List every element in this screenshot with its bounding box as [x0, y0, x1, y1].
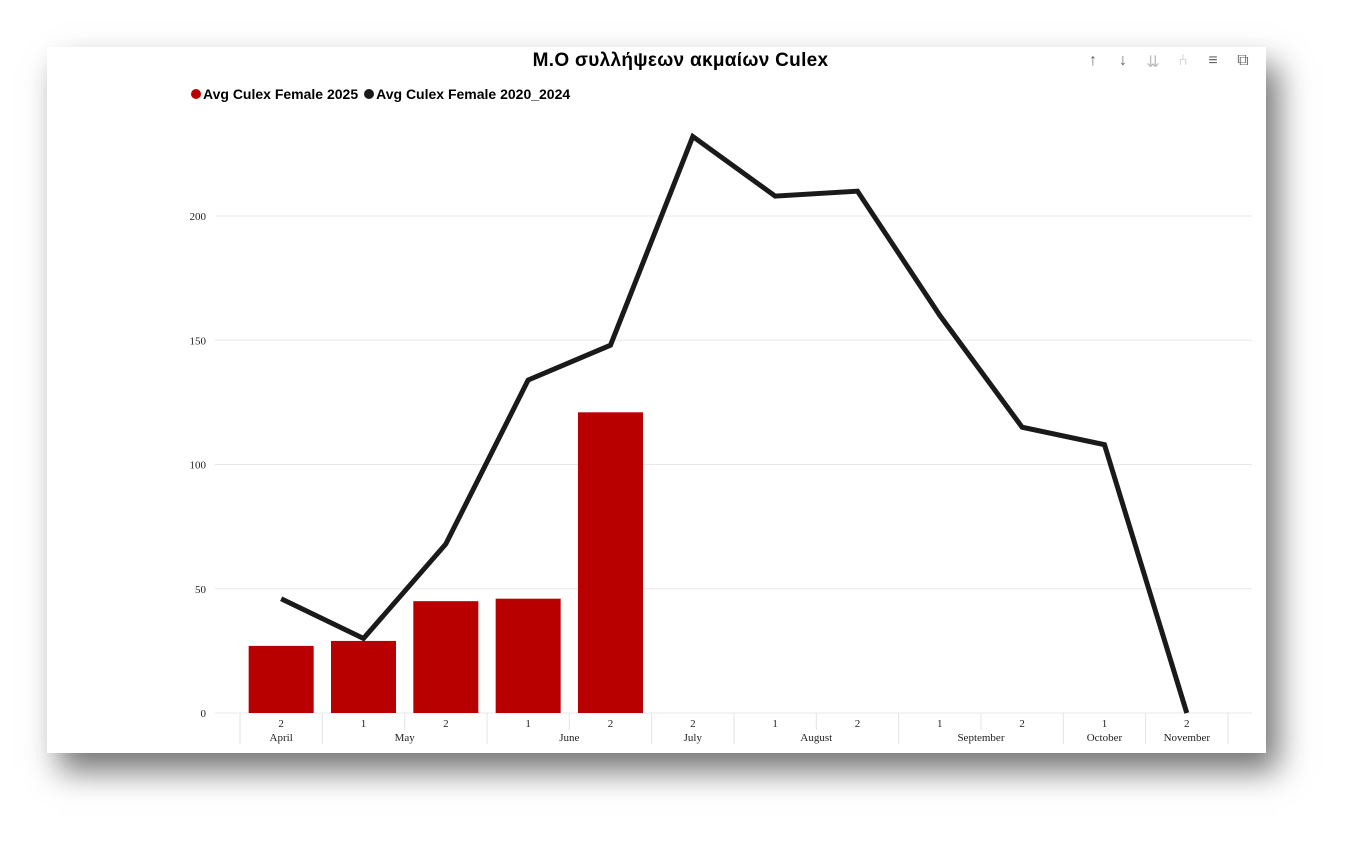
- x-tick-week: 2: [1184, 718, 1190, 730]
- y-tick-label: 50: [195, 584, 207, 596]
- legend-item-2025[interactable]: Avg Culex Female 2025: [191, 86, 358, 102]
- y-tick-label: 200: [190, 211, 207, 223]
- legend: Avg Culex Female 2025 Avg Culex Female 2…: [191, 86, 570, 102]
- drill-icon[interactable]: ⑃: [1178, 52, 1188, 69]
- x-tick-month: May: [395, 732, 416, 744]
- arrow-down-icon[interactable]: ↓: [1119, 52, 1127, 69]
- x-tick-month: April: [270, 732, 293, 744]
- chart-title: Μ.Ο συλλήψεων ακμαίων Culex: [532, 50, 829, 71]
- legend-label: Avg Culex Female 2025: [203, 86, 359, 102]
- x-tick-month: August: [800, 732, 832, 744]
- bar: [330, 640, 396, 713]
- y-tick-label: 150: [190, 335, 207, 347]
- x-tick-week: 1: [937, 718, 943, 730]
- legend-dot-icon: [191, 89, 201, 99]
- x-tick-week: 2: [443, 718, 449, 730]
- x-tick-month: November: [1164, 732, 1211, 744]
- arrow-up-icon[interactable]: ↑: [1089, 52, 1097, 69]
- focus-mode-icon[interactable]: ⧉: [1237, 52, 1249, 69]
- filter-icon[interactable]: ≡: [1208, 52, 1218, 69]
- x-tick-week: 1: [1102, 718, 1108, 730]
- x-tick-month: July: [684, 732, 703, 744]
- chart-card: [47, 47, 1266, 753]
- x-tick-week: 1: [772, 718, 778, 730]
- x-tick-month: October: [1087, 732, 1123, 744]
- legend-item-2020-2024[interactable]: Avg Culex Female 2020_2024: [364, 86, 570, 102]
- x-tick-week: 2: [690, 718, 696, 730]
- y-tick-label: 100: [190, 460, 207, 472]
- x-tick-month: June: [559, 732, 579, 744]
- x-tick-week: 2: [855, 718, 861, 730]
- bar: [248, 645, 314, 713]
- x-tick-month: September: [957, 732, 1004, 744]
- x-tick-week: 2: [1019, 718, 1025, 730]
- bar: [413, 601, 479, 713]
- line-series: [280, 132, 1190, 714]
- x-tick-week: 2: [278, 718, 284, 730]
- x-tick-week: 1: [525, 718, 531, 730]
- visual-toolbar: ↑ ↓ ⇊ ⑃ ≡ ⧉: [1078, 52, 1258, 72]
- x-tick-week: 2: [608, 718, 614, 730]
- legend-label: Avg Culex Female 2020_2024: [376, 86, 571, 102]
- double-arrow-down-icon[interactable]: ⇊: [1146, 54, 1160, 71]
- legend-dot-icon: [364, 89, 375, 99]
- bar: [495, 598, 561, 713]
- x-tick-week: 1: [361, 718, 367, 730]
- y-tick-label: 0: [201, 708, 207, 720]
- bar: [577, 412, 643, 713]
